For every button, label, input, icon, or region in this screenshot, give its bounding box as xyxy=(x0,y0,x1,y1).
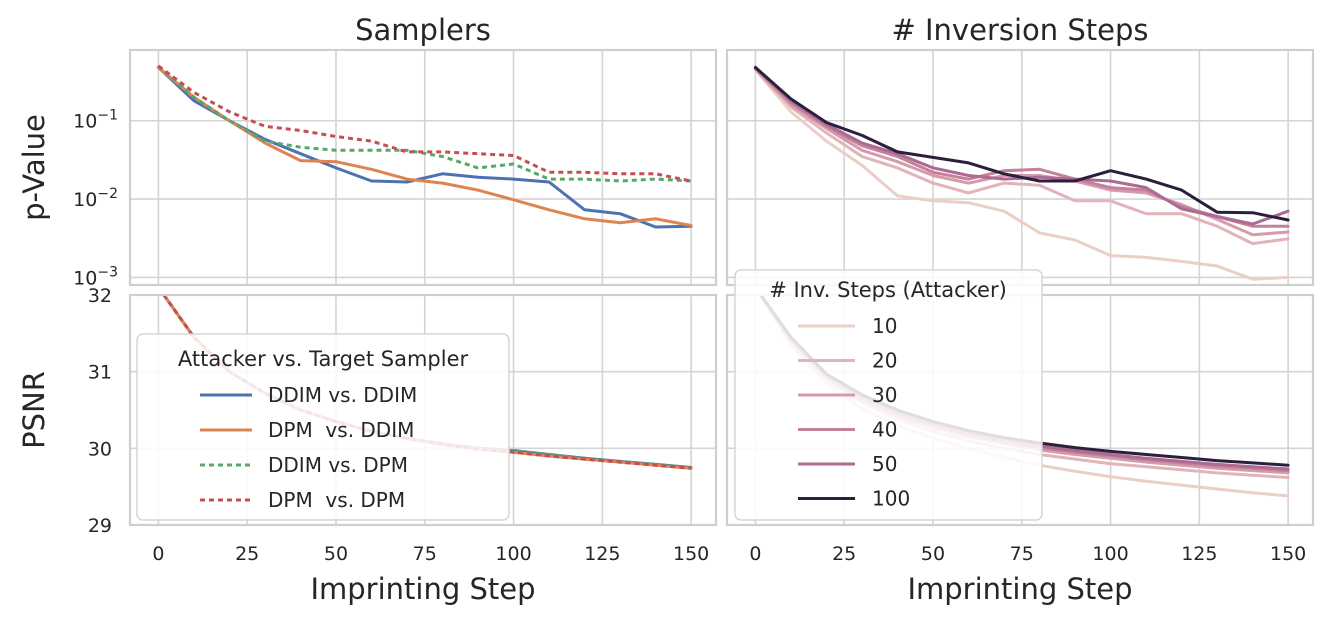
legend-title: Attacker vs. Target Sampler xyxy=(178,347,469,371)
y-tick-base: 10 xyxy=(73,267,97,289)
y-tick-base: 10 xyxy=(73,111,97,133)
x-tick-label: 75 xyxy=(413,543,437,565)
y-tick-label: 10−1 xyxy=(73,108,118,133)
legend-entry: DPM vs. DPM xyxy=(268,488,405,512)
legend-entry: DDIM vs. DPM xyxy=(268,453,408,477)
legend: Attacker vs. Target Sampler DDIM vs. DDIM… xyxy=(136,333,510,521)
y-tick-label: 29 xyxy=(88,515,112,537)
legend-entry: 100 xyxy=(872,487,910,511)
series-line-ddim-vs-dpm xyxy=(157,64,692,183)
legend-entry: 40 xyxy=(872,418,897,442)
legend: # Inv. Steps (Attacker) 10 20 30 40 50 100 xyxy=(734,269,1043,521)
legend-entry: DPM vs. DDIM xyxy=(268,418,414,442)
legend-box xyxy=(136,333,510,521)
y-tick-label: 30 xyxy=(88,438,112,460)
axes-frame xyxy=(128,293,718,527)
legend-entry: DDIM vs. DDIM xyxy=(268,383,417,407)
axes-frame xyxy=(128,48,718,287)
axes-frame xyxy=(725,48,1315,287)
y-tick-label: 10−3 xyxy=(73,264,118,289)
y-axis-label: PSNR xyxy=(17,371,51,449)
x-tick-label: 25 xyxy=(832,543,856,565)
x-tick-label: 125 xyxy=(1181,543,1217,565)
y-tick-exponent: −2 xyxy=(97,186,118,202)
x-tick-label: 25 xyxy=(235,543,259,565)
plot-area xyxy=(156,64,693,229)
series-line-100 xyxy=(753,65,1290,222)
legend-entry: 10 xyxy=(872,314,897,338)
legend-entry: 20 xyxy=(872,349,897,373)
y-tick-base: 10 xyxy=(73,189,97,211)
plot-area xyxy=(753,65,1290,281)
y-axis-label: p-Value xyxy=(17,114,51,221)
x-tick-label: 75 xyxy=(1010,543,1034,565)
legend-box xyxy=(734,269,1043,521)
x-axis-label: Imprinting Step xyxy=(907,572,1132,606)
legend-entry: 50 xyxy=(872,452,897,476)
x-axis-label: Imprinting Step xyxy=(310,572,535,606)
x-tick-label: 150 xyxy=(673,543,709,565)
y-tick-exponent: −1 xyxy=(97,108,118,124)
x-tick-label: 50 xyxy=(921,543,945,565)
x-tick-label: 0 xyxy=(749,543,761,565)
chart-title: # Inversion Steps xyxy=(891,13,1148,47)
legend-title: # Inv. Steps (Attacker) xyxy=(769,278,1007,302)
series-line-20 xyxy=(753,68,1290,246)
y-tick-label: 31 xyxy=(88,362,112,384)
legend-entry: 30 xyxy=(872,383,897,407)
x-tick-label: 100 xyxy=(1092,543,1128,565)
x-tick-label: 150 xyxy=(1270,543,1306,565)
y-tick-label: 10−2 xyxy=(73,186,118,211)
x-tick-label: 125 xyxy=(584,543,620,565)
x-tick-label: 0 xyxy=(152,543,164,565)
series-line-10 xyxy=(753,68,1290,281)
y-tick-exponent: −3 xyxy=(97,264,118,280)
y-tick-label: 32 xyxy=(88,285,112,307)
chart-title: Samplers xyxy=(355,13,491,47)
x-tick-label: 50 xyxy=(324,543,348,565)
series-line-dpm-vs-dpm xyxy=(157,64,692,183)
x-tick-label: 100 xyxy=(495,543,531,565)
